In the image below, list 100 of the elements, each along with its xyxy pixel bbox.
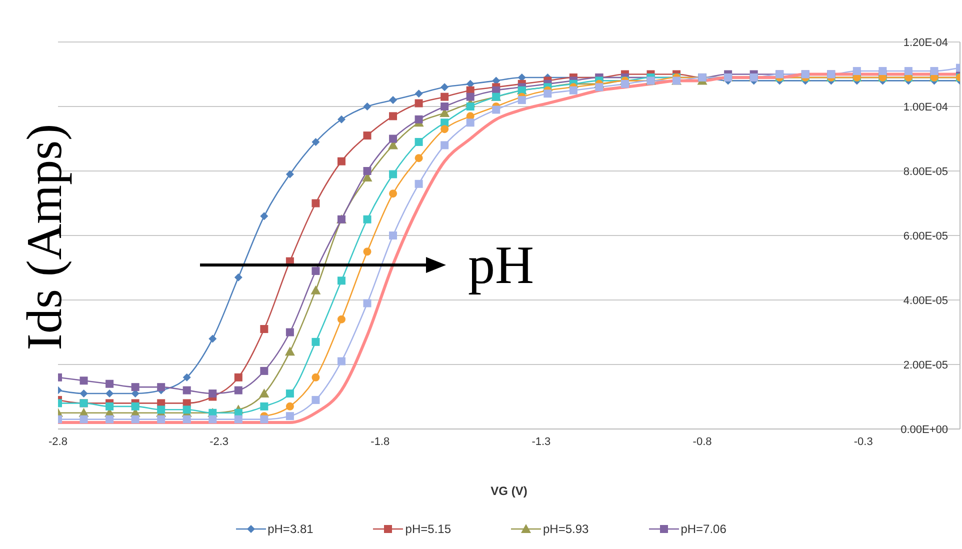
point	[286, 328, 294, 336]
x-tick-label: -1.8	[370, 436, 390, 448]
point	[131, 402, 140, 410]
point	[260, 366, 268, 375]
point	[106, 415, 114, 424]
point	[337, 276, 346, 285]
point	[440, 83, 449, 92]
point	[312, 396, 320, 404]
legend-label: pH=5.93	[543, 522, 589, 536]
point	[234, 386, 242, 394]
x-tick-label: -0.3	[854, 436, 873, 448]
y-tick-label: 0.00E+00	[900, 424, 948, 436]
y-tick-label: 1.20E-04	[903, 36, 948, 49]
point	[440, 125, 449, 134]
point	[878, 67, 887, 76]
point	[260, 415, 268, 424]
point	[363, 248, 372, 256]
x-tick-label: -2.3	[210, 436, 229, 448]
point	[208, 334, 217, 343]
point	[363, 167, 372, 175]
point	[157, 406, 166, 414]
point	[595, 83, 604, 92]
point	[106, 402, 114, 410]
point	[182, 415, 191, 424]
point	[518, 96, 526, 104]
point	[106, 380, 114, 388]
point	[389, 170, 398, 178]
y-tick-label: 1.00E-04	[903, 101, 948, 114]
annotation: pH	[468, 235, 534, 295]
x-tick-label: -1.3	[532, 436, 551, 448]
point	[106, 390, 114, 398]
point	[440, 141, 449, 150]
point	[389, 134, 398, 143]
point	[363, 215, 372, 224]
point	[286, 390, 294, 398]
point	[312, 373, 320, 382]
point	[492, 106, 500, 114]
point	[286, 402, 294, 410]
point	[414, 154, 423, 162]
point	[157, 383, 166, 392]
legend-label: pH=5.15	[405, 522, 451, 536]
point	[182, 406, 191, 414]
point	[544, 90, 552, 98]
point	[310, 285, 321, 294]
y-tick-label: 8.00E-05	[903, 166, 948, 178]
point	[80, 376, 88, 385]
point	[337, 357, 346, 366]
point	[466, 102, 474, 110]
point	[312, 199, 320, 208]
point	[389, 232, 398, 240]
point	[234, 373, 242, 382]
point	[208, 390, 217, 398]
point	[337, 315, 346, 324]
y-axis-title: Ids (Amps)	[15, 124, 73, 350]
point	[131, 415, 140, 424]
x-axis-title: VG (V)	[490, 484, 528, 498]
point	[260, 325, 268, 334]
point	[260, 402, 268, 410]
point	[414, 138, 423, 146]
x-tick-label: -2.8	[48, 436, 68, 448]
point	[182, 373, 191, 382]
point	[337, 115, 346, 124]
point	[157, 415, 166, 424]
point	[414, 180, 423, 188]
y-tick-label: 4.00E-05	[903, 294, 948, 307]
point	[569, 86, 578, 94]
point	[440, 118, 449, 127]
y-tick-label: 2.00E-05	[903, 359, 948, 372]
point	[182, 386, 191, 394]
point	[259, 388, 270, 398]
point	[131, 383, 140, 392]
point	[312, 338, 320, 346]
point	[234, 415, 242, 424]
legend-label: pH=3.81	[268, 522, 314, 536]
point	[312, 266, 320, 275]
x-tick-label: -0.8	[692, 436, 712, 448]
point	[466, 118, 474, 127]
point	[312, 138, 320, 146]
point	[337, 157, 346, 166]
point	[620, 80, 629, 88]
point	[80, 415, 88, 424]
point	[904, 67, 912, 76]
point	[80, 390, 88, 398]
point	[363, 132, 372, 140]
point	[286, 170, 294, 178]
point	[389, 190, 398, 198]
point	[440, 92, 449, 101]
point	[389, 112, 398, 120]
point	[414, 90, 423, 98]
point	[363, 102, 372, 110]
y-tick-label: 6.00E-05	[903, 230, 948, 242]
point	[389, 96, 398, 104]
point	[363, 299, 372, 308]
point	[852, 67, 861, 76]
point	[414, 115, 423, 124]
point	[440, 102, 449, 110]
point	[208, 415, 217, 424]
point	[234, 273, 242, 282]
point	[414, 99, 423, 108]
point	[260, 212, 268, 220]
